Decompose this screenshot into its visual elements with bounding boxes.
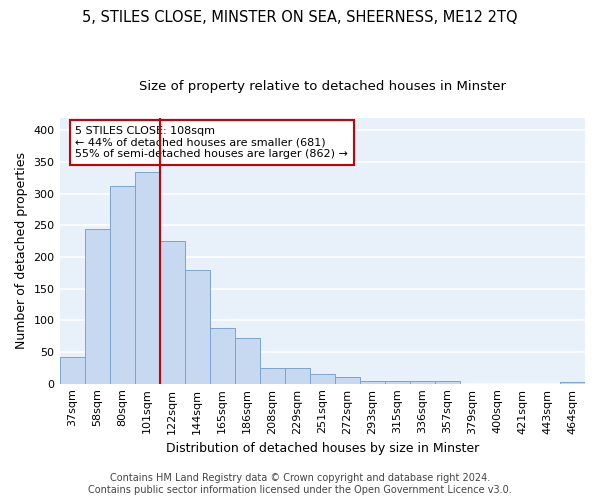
Bar <box>260 368 285 384</box>
Bar <box>310 374 335 384</box>
Bar <box>410 381 435 384</box>
Bar <box>185 270 209 384</box>
Bar <box>560 382 585 384</box>
Bar <box>235 338 260 384</box>
Bar <box>59 357 85 384</box>
Bar <box>285 368 310 384</box>
Text: 5, STILES CLOSE, MINSTER ON SEA, SHEERNESS, ME12 2TQ: 5, STILES CLOSE, MINSTER ON SEA, SHEERNE… <box>82 10 518 25</box>
Title: Size of property relative to detached houses in Minster: Size of property relative to detached ho… <box>139 80 506 93</box>
Bar <box>385 381 410 384</box>
Y-axis label: Number of detached properties: Number of detached properties <box>15 152 28 349</box>
Text: 5 STILES CLOSE: 108sqm
← 44% of detached houses are smaller (681)
55% of semi-de: 5 STILES CLOSE: 108sqm ← 44% of detached… <box>76 126 348 159</box>
Bar <box>209 328 235 384</box>
Text: Contains HM Land Registry data © Crown copyright and database right 2024.
Contai: Contains HM Land Registry data © Crown c… <box>88 474 512 495</box>
Bar <box>435 381 460 384</box>
Bar <box>134 172 160 384</box>
Bar <box>160 240 185 384</box>
Bar <box>360 381 385 384</box>
Bar <box>85 229 110 384</box>
Bar <box>335 378 360 384</box>
Bar <box>110 186 134 384</box>
X-axis label: Distribution of detached houses by size in Minster: Distribution of detached houses by size … <box>166 442 479 455</box>
